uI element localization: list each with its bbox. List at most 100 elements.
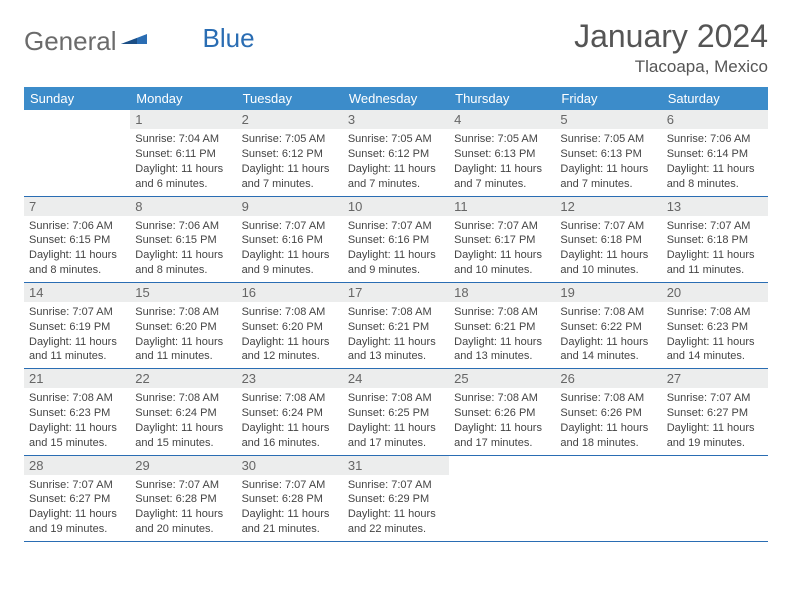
- calendar-cell: 8Sunrise: 7:06 AMSunset: 6:15 PMDaylight…: [130, 196, 236, 282]
- day-body: Sunrise: 7:07 AMSunset: 6:18 PMDaylight:…: [555, 216, 661, 282]
- day-number: 29: [130, 456, 236, 475]
- calendar-cell: 4Sunrise: 7:05 AMSunset: 6:13 PMDaylight…: [449, 110, 555, 196]
- day-number: 27: [662, 369, 768, 388]
- day-body: Sunrise: 7:08 AMSunset: 6:24 PMDaylight:…: [130, 388, 236, 454]
- calendar-cell: 18Sunrise: 7:08 AMSunset: 6:21 PMDayligh…: [449, 282, 555, 368]
- day-body: Sunrise: 7:06 AMSunset: 6:14 PMDaylight:…: [662, 129, 768, 195]
- calendar-cell: 5Sunrise: 7:05 AMSunset: 6:13 PMDaylight…: [555, 110, 661, 196]
- day-body: Sunrise: 7:05 AMSunset: 6:12 PMDaylight:…: [343, 129, 449, 195]
- day-body: Sunrise: 7:07 AMSunset: 6:28 PMDaylight:…: [237, 475, 343, 541]
- calendar-cell: 22Sunrise: 7:08 AMSunset: 6:24 PMDayligh…: [130, 369, 236, 455]
- day-body: Sunrise: 7:05 AMSunset: 6:13 PMDaylight:…: [555, 129, 661, 195]
- day-body: Sunrise: 7:08 AMSunset: 6:23 PMDaylight:…: [24, 388, 130, 454]
- day-number: 6: [662, 110, 768, 129]
- calendar-cell: 25Sunrise: 7:08 AMSunset: 6:26 PMDayligh…: [449, 369, 555, 455]
- calendar-row: 1Sunrise: 7:04 AMSunset: 6:11 PMDaylight…: [24, 110, 768, 196]
- day-number: 14: [24, 283, 130, 302]
- calendar-cell: 10Sunrise: 7:07 AMSunset: 6:16 PMDayligh…: [343, 196, 449, 282]
- logo: General Blue: [24, 26, 255, 57]
- day-number: 4: [449, 110, 555, 129]
- day-number: 26: [555, 369, 661, 388]
- page-title: January 2024: [574, 18, 768, 55]
- day-number: 5: [555, 110, 661, 129]
- day-number: 24: [343, 369, 449, 388]
- day-number: 8: [130, 197, 236, 216]
- day-body: Sunrise: 7:07 AMSunset: 6:17 PMDaylight:…: [449, 216, 555, 282]
- day-number: 19: [555, 283, 661, 302]
- calendar-cell: 16Sunrise: 7:08 AMSunset: 6:20 PMDayligh…: [237, 282, 343, 368]
- calendar-cell: 6Sunrise: 7:06 AMSunset: 6:14 PMDaylight…: [662, 110, 768, 196]
- calendar-cell: 12Sunrise: 7:07 AMSunset: 6:18 PMDayligh…: [555, 196, 661, 282]
- calendar-cell-empty: [449, 455, 555, 541]
- calendar-cell: 20Sunrise: 7:08 AMSunset: 6:23 PMDayligh…: [662, 282, 768, 368]
- day-number: 31: [343, 456, 449, 475]
- calendar-cell: 19Sunrise: 7:08 AMSunset: 6:22 PMDayligh…: [555, 282, 661, 368]
- day-body: Sunrise: 7:08 AMSunset: 6:21 PMDaylight:…: [449, 302, 555, 368]
- day-body: Sunrise: 7:08 AMSunset: 6:22 PMDaylight:…: [555, 302, 661, 368]
- calendar-cell: 2Sunrise: 7:05 AMSunset: 6:12 PMDaylight…: [237, 110, 343, 196]
- calendar-cell-empty: [662, 455, 768, 541]
- day-body: Sunrise: 7:07 AMSunset: 6:29 PMDaylight:…: [343, 475, 449, 541]
- day-number: 9: [237, 197, 343, 216]
- day-number: 12: [555, 197, 661, 216]
- day-number: 10: [343, 197, 449, 216]
- day-body: Sunrise: 7:08 AMSunset: 6:23 PMDaylight:…: [662, 302, 768, 368]
- logo-text-general: General: [24, 26, 117, 57]
- day-number: 17: [343, 283, 449, 302]
- day-number: 25: [449, 369, 555, 388]
- calendar-cell: 31Sunrise: 7:07 AMSunset: 6:29 PMDayligh…: [343, 455, 449, 541]
- calendar-cell: 3Sunrise: 7:05 AMSunset: 6:12 PMDaylight…: [343, 110, 449, 196]
- calendar-cell: 21Sunrise: 7:08 AMSunset: 6:23 PMDayligh…: [24, 369, 130, 455]
- calendar-cell: 23Sunrise: 7:08 AMSunset: 6:24 PMDayligh…: [237, 369, 343, 455]
- calendar-row: 28Sunrise: 7:07 AMSunset: 6:27 PMDayligh…: [24, 455, 768, 541]
- weekday-header-row: SundayMondayTuesdayWednesdayThursdayFrid…: [24, 87, 768, 110]
- calendar-table: SundayMondayTuesdayWednesdayThursdayFrid…: [24, 87, 768, 542]
- day-number: 28: [24, 456, 130, 475]
- day-body: Sunrise: 7:07 AMSunset: 6:27 PMDaylight:…: [662, 388, 768, 454]
- day-body: Sunrise: 7:07 AMSunset: 6:18 PMDaylight:…: [662, 216, 768, 282]
- day-number: 13: [662, 197, 768, 216]
- calendar-cell: 9Sunrise: 7:07 AMSunset: 6:16 PMDaylight…: [237, 196, 343, 282]
- location: Tlacoapa, Mexico: [574, 57, 768, 77]
- day-body: Sunrise: 7:04 AMSunset: 6:11 PMDaylight:…: [130, 129, 236, 195]
- day-body: Sunrise: 7:07 AMSunset: 6:16 PMDaylight:…: [343, 216, 449, 282]
- calendar-cell: 24Sunrise: 7:08 AMSunset: 6:25 PMDayligh…: [343, 369, 449, 455]
- title-block: January 2024 Tlacoapa, Mexico: [574, 18, 768, 77]
- day-body: Sunrise: 7:08 AMSunset: 6:21 PMDaylight:…: [343, 302, 449, 368]
- day-body: Sunrise: 7:08 AMSunset: 6:25 PMDaylight:…: [343, 388, 449, 454]
- day-body: Sunrise: 7:07 AMSunset: 6:27 PMDaylight:…: [24, 475, 130, 541]
- weekday-header: Friday: [555, 87, 661, 110]
- calendar-cell-empty: [24, 110, 130, 196]
- day-body: Sunrise: 7:07 AMSunset: 6:16 PMDaylight:…: [237, 216, 343, 282]
- day-number: 11: [449, 197, 555, 216]
- day-number: 3: [343, 110, 449, 129]
- calendar-cell: 7Sunrise: 7:06 AMSunset: 6:15 PMDaylight…: [24, 196, 130, 282]
- calendar-row: 14Sunrise: 7:07 AMSunset: 6:19 PMDayligh…: [24, 282, 768, 368]
- day-number: 2: [237, 110, 343, 129]
- calendar-cell: 30Sunrise: 7:07 AMSunset: 6:28 PMDayligh…: [237, 455, 343, 541]
- logo-text-blue: Blue: [203, 23, 255, 54]
- day-body: Sunrise: 7:05 AMSunset: 6:13 PMDaylight:…: [449, 129, 555, 195]
- day-number: 30: [237, 456, 343, 475]
- day-number: 20: [662, 283, 768, 302]
- day-number: 16: [237, 283, 343, 302]
- day-body: Sunrise: 7:08 AMSunset: 6:24 PMDaylight:…: [237, 388, 343, 454]
- day-body: Sunrise: 7:06 AMSunset: 6:15 PMDaylight:…: [130, 216, 236, 282]
- calendar-cell: 1Sunrise: 7:04 AMSunset: 6:11 PMDaylight…: [130, 110, 236, 196]
- day-body: Sunrise: 7:07 AMSunset: 6:28 PMDaylight:…: [130, 475, 236, 541]
- calendar-body: 1Sunrise: 7:04 AMSunset: 6:11 PMDaylight…: [24, 110, 768, 542]
- calendar-cell: 15Sunrise: 7:08 AMSunset: 6:20 PMDayligh…: [130, 282, 236, 368]
- day-body: Sunrise: 7:08 AMSunset: 6:20 PMDaylight:…: [237, 302, 343, 368]
- weekday-header: Tuesday: [237, 87, 343, 110]
- weekday-header: Monday: [130, 87, 236, 110]
- day-body: Sunrise: 7:05 AMSunset: 6:12 PMDaylight:…: [237, 129, 343, 195]
- flag-icon: [121, 30, 147, 53]
- day-body: Sunrise: 7:06 AMSunset: 6:15 PMDaylight:…: [24, 216, 130, 282]
- day-number: 1: [130, 110, 236, 129]
- day-number: 18: [449, 283, 555, 302]
- weekday-header: Thursday: [449, 87, 555, 110]
- day-number: 21: [24, 369, 130, 388]
- calendar-cell: 14Sunrise: 7:07 AMSunset: 6:19 PMDayligh…: [24, 282, 130, 368]
- day-body: Sunrise: 7:08 AMSunset: 6:20 PMDaylight:…: [130, 302, 236, 368]
- weekday-header: Sunday: [24, 87, 130, 110]
